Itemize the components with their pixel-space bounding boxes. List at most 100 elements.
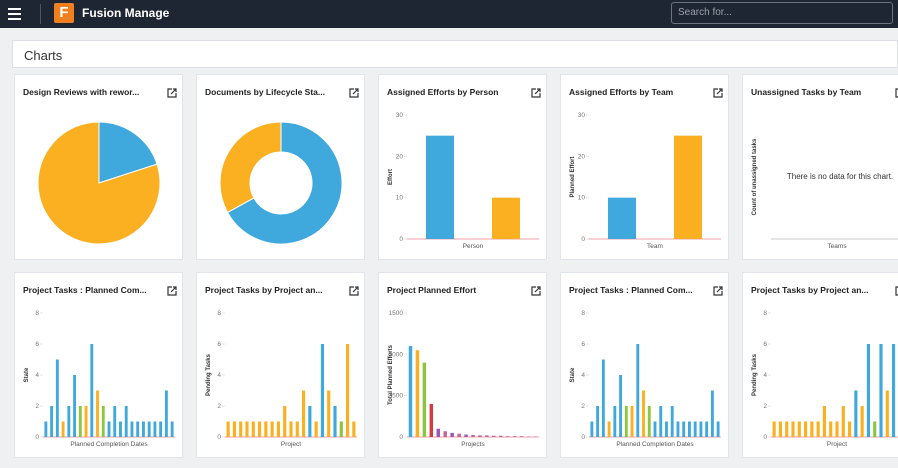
chart-card: Assigned Efforts by Person Effort Person 0 1… — [378, 74, 547, 260]
y-tick-label: 20 — [396, 153, 404, 160]
bar — [613, 406, 617, 437]
open-chart-button[interactable] — [167, 88, 177, 98]
bar — [590, 421, 594, 437]
bar — [429, 403, 434, 437]
x-axis-label: Project — [827, 441, 847, 448]
bar — [464, 434, 468, 437]
chart: Design Reviews with rewor... — [23, 87, 177, 245]
y-tick-label: 0 — [399, 236, 403, 243]
chart: Assigned Efforts by Team Planned Effort Te… — [569, 87, 723, 250]
bar — [61, 421, 65, 437]
bar — [710, 390, 714, 437]
bar — [854, 390, 858, 437]
bar — [124, 406, 128, 437]
open-chart-button[interactable] — [713, 286, 723, 296]
open-icon — [713, 88, 723, 98]
bar — [804, 421, 808, 437]
bar — [630, 406, 634, 437]
open-chart-button[interactable] — [167, 286, 177, 296]
chart-title: Design Reviews with rewor... — [23, 87, 139, 97]
bar — [492, 197, 520, 239]
chart-title: Project Tasks by Project an... — [751, 285, 868, 295]
y-tick-label: 6 — [35, 341, 39, 348]
open-chart-button[interactable] — [531, 286, 541, 296]
y-tick-label: 2 — [35, 403, 39, 410]
bar — [107, 421, 111, 437]
open-icon — [349, 286, 359, 296]
bar — [716, 421, 720, 437]
open-icon — [531, 286, 541, 296]
bar — [113, 406, 117, 437]
bar — [848, 421, 852, 437]
y-tick-label: 6 — [763, 341, 767, 348]
bar — [101, 406, 105, 437]
bar — [408, 346, 413, 437]
chart-title: Unassigned Tasks by Team — [751, 87, 862, 97]
bar — [873, 421, 877, 437]
bar — [67, 406, 71, 437]
bar — [892, 344, 896, 437]
y-tick-label: 10 — [396, 195, 404, 202]
bar — [90, 344, 94, 437]
bar — [436, 428, 440, 437]
y-tick-label: 1000 — [389, 351, 404, 358]
y-axis-label: Total Planned Efforts — [388, 344, 394, 405]
chart-card: Project Tasks : Planned Com... State Plann… — [560, 272, 729, 458]
bar — [339, 421, 343, 437]
bar — [601, 359, 605, 437]
x-axis-label: Team — [647, 243, 663, 250]
chart-title: Project Tasks : Planned Com... — [23, 285, 147, 295]
open-icon — [895, 88, 898, 98]
open-chart-button[interactable] — [349, 286, 359, 296]
bar — [245, 421, 249, 437]
bar — [642, 390, 645, 437]
search-box[interactable]: Search for... — [671, 2, 893, 24]
bar — [797, 421, 801, 437]
chart-card: Project Tasks by Project an... Pending Ta… — [196, 272, 365, 458]
open-chart-button[interactable] — [531, 88, 541, 98]
menu-button[interactable] — [0, 0, 30, 28]
open-chart-button[interactable] — [713, 88, 723, 98]
logo[interactable]: F — [54, 3, 74, 23]
open-icon — [895, 286, 898, 296]
y-tick-label: 8 — [217, 310, 221, 317]
bar — [136, 421, 140, 437]
bar — [665, 421, 668, 437]
bar — [816, 421, 820, 437]
y-tick-label: 2 — [581, 403, 585, 410]
bar — [119, 421, 122, 437]
open-chart-button[interactable] — [349, 88, 359, 98]
y-axis-label: Pending Tasks — [206, 353, 212, 396]
chart-card: Unassigned Tasks by Team Count of unassig… — [742, 74, 898, 260]
y-tick-label: 8 — [35, 310, 39, 317]
bar — [860, 406, 864, 437]
y-tick-label: 30 — [578, 112, 586, 119]
chart-card: Assigned Efforts by Team Planned Effort Te… — [560, 74, 729, 260]
open-chart-button[interactable] — [895, 286, 898, 296]
bar — [283, 406, 287, 437]
bar — [659, 406, 663, 437]
bar — [426, 135, 454, 239]
open-icon — [167, 88, 177, 98]
bar — [688, 421, 691, 437]
chart: Documents by Lifecycle Sta... — [205, 87, 359, 245]
y-tick-label: 0 — [581, 434, 585, 441]
chart-card: Project Planned Effort Total Planned Effo… — [378, 272, 547, 458]
y-tick-label: 0 — [581, 236, 585, 243]
x-axis-label: Planned Completion Dates — [70, 441, 148, 448]
bar — [422, 362, 427, 437]
bar — [674, 135, 702, 239]
y-axis-label: State — [570, 367, 576, 382]
chart: Unassigned Tasks by Team Count of unassig… — [751, 87, 898, 250]
bar — [44, 421, 48, 437]
divider — [40, 4, 41, 24]
y-tick-label: 2 — [763, 403, 767, 410]
slice — [37, 121, 161, 245]
open-chart-button[interactable] — [895, 88, 898, 98]
bar — [607, 421, 611, 437]
bar — [705, 421, 709, 437]
bar — [822, 406, 826, 437]
chart: Project Tasks by Project an... Pending Ta… — [751, 285, 898, 448]
slice — [226, 121, 343, 245]
bar — [772, 421, 776, 437]
